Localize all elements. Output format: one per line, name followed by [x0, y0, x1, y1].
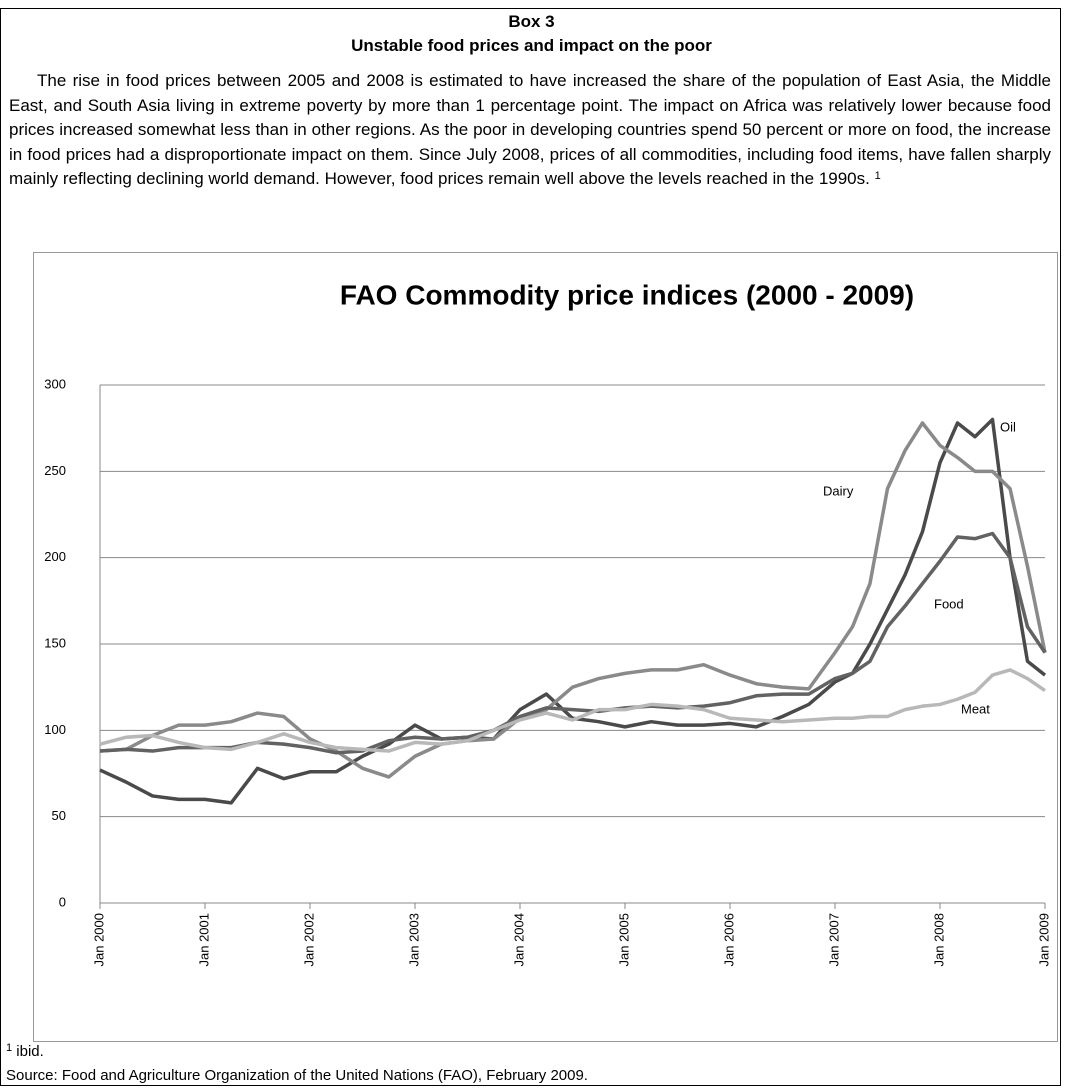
series-label: Dairy: [823, 483, 854, 498]
chart-frame: [33, 252, 1058, 1042]
chart-title: FAO Commodity price indices (2000 - 2009…: [340, 279, 914, 310]
line-series: [99, 417, 1047, 805]
x-tick-label: Jan 2001: [196, 913, 211, 967]
x-tick-label: Jan 2005: [616, 913, 631, 967]
footnote: 1 ibid.: [6, 1042, 44, 1061]
line-series: [99, 668, 1046, 753]
x-tick-label: Jan 2008: [931, 913, 946, 967]
footnote-text: ibid.: [16, 1043, 44, 1060]
y-tick-label: 150: [44, 635, 66, 650]
chart: FAO Commodity price indices (2000 - 2009…: [33, 252, 1058, 1042]
x-tick-label: Jan 2007: [826, 913, 841, 967]
x-tick-label: Jan 2003: [406, 913, 421, 967]
box: Box 3 Unstable food prices and impact on…: [0, 8, 1061, 1086]
y-tick-label: 200: [44, 549, 66, 564]
series-label: Oil: [1000, 419, 1016, 434]
note-marker: 1: [874, 170, 881, 182]
x-tick-label: Jan 2002: [301, 913, 316, 967]
source: Source: Food and Agriculture Organizatio…: [6, 1067, 588, 1084]
y-tick-label: 250: [44, 463, 66, 478]
paragraph-text: The rise in food prices between 2005 and…: [9, 71, 1051, 188]
x-tick-label: Jan 2006: [721, 913, 736, 967]
x-tick-label: Jan 2009: [1036, 913, 1051, 967]
x-tick-label: Jan 2004: [511, 913, 526, 967]
footnote-marker: 1: [6, 1042, 13, 1054]
box-label: Box 3: [508, 12, 555, 31]
box-title: Unstable food prices and impact on the p…: [351, 36, 712, 55]
line-series: [99, 421, 1047, 779]
y-tick-label: 300: [44, 376, 66, 391]
series-label: Meat: [961, 701, 990, 716]
series-label: Food: [934, 596, 964, 611]
y-tick-label: 50: [52, 808, 66, 823]
y-tick-label: 100: [44, 722, 66, 737]
paragraph: The rise in food prices between 2005 and…: [9, 69, 1051, 192]
x-tick-label: Jan 2000: [91, 913, 106, 967]
y-tick-label: 0: [59, 894, 66, 909]
